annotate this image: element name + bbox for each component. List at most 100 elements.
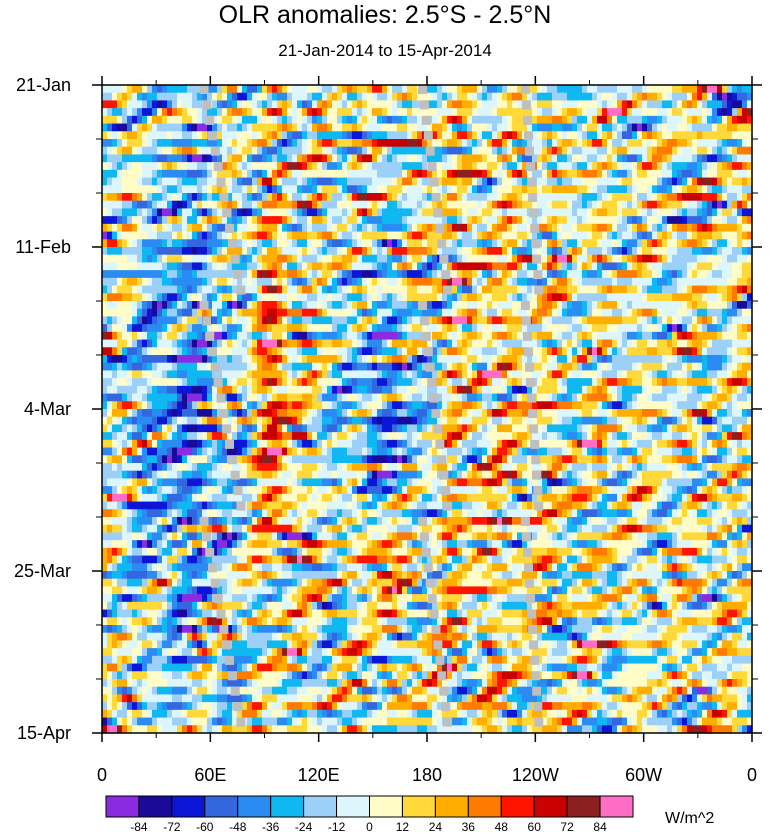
heat-cell xyxy=(652,247,658,256)
heat-cell xyxy=(242,301,248,310)
heat-cell xyxy=(552,154,558,163)
heat-cell xyxy=(287,324,293,333)
heat-cell xyxy=(537,115,543,125)
heat-cell xyxy=(347,355,353,364)
heat-cell xyxy=(307,185,313,194)
heat-cell xyxy=(627,316,633,325)
heat-cell xyxy=(622,347,628,356)
heat-cell xyxy=(407,169,413,179)
heat-cell xyxy=(177,123,183,132)
heat-cell xyxy=(672,324,678,333)
heat-cell xyxy=(432,200,438,210)
heat-cell xyxy=(687,339,693,348)
heat-cell xyxy=(432,247,438,256)
heat-cell xyxy=(657,115,663,125)
heat-cell xyxy=(552,139,558,148)
heat-cell xyxy=(457,277,463,287)
heat-cell xyxy=(342,277,348,287)
heat-cell xyxy=(162,316,168,325)
heat-cell xyxy=(582,301,588,310)
heat-cell xyxy=(397,177,403,186)
heat-cell xyxy=(597,362,603,372)
heat-cell xyxy=(632,362,638,372)
heat-cell xyxy=(397,355,403,364)
heat-cell xyxy=(552,239,558,248)
heat-cell xyxy=(352,362,358,372)
heat-cell xyxy=(272,208,278,217)
heat-cell xyxy=(392,308,398,318)
heat-cell xyxy=(502,370,508,379)
heat-cell xyxy=(147,200,153,210)
heat-cell xyxy=(322,331,328,341)
heat-cell xyxy=(532,115,538,125)
heat-cell xyxy=(482,185,488,194)
heat-cell xyxy=(477,277,483,287)
heat-cell xyxy=(152,378,158,387)
heat-cell xyxy=(247,293,253,302)
heat-cell xyxy=(322,285,328,294)
heat-cell xyxy=(512,324,518,333)
heat-cell xyxy=(387,216,393,225)
heat-cell xyxy=(517,123,523,132)
heat-cell xyxy=(237,139,243,148)
heat-cell xyxy=(187,324,193,333)
heat-cell xyxy=(447,308,453,318)
heat-cell xyxy=(747,247,753,256)
heat-cell xyxy=(412,262,418,271)
heat-cell xyxy=(102,154,108,163)
heat-cell xyxy=(587,324,593,333)
heat-cell xyxy=(717,108,723,117)
heat-cell xyxy=(712,339,718,348)
heat-cell xyxy=(332,139,338,148)
heat-cell xyxy=(517,146,523,156)
heat-cell xyxy=(557,308,563,318)
heat-cell xyxy=(577,146,583,156)
heat-cell xyxy=(172,200,178,210)
heat-cell xyxy=(497,370,503,379)
heat-cell xyxy=(522,285,528,294)
heat-cell xyxy=(272,177,278,186)
heat-cell xyxy=(492,193,498,202)
heat-cell xyxy=(302,293,308,302)
heat-cell xyxy=(692,301,698,310)
heat-cell xyxy=(577,200,583,210)
heat-cell xyxy=(317,285,323,294)
heat-cell xyxy=(447,277,453,287)
heat-cell xyxy=(422,154,428,163)
heat-cell xyxy=(352,347,358,356)
heat-cell xyxy=(272,108,278,117)
heat-cell xyxy=(157,100,163,109)
heat-cell xyxy=(227,146,233,156)
heat-cell xyxy=(102,293,108,302)
heat-cell xyxy=(322,92,328,102)
heat-cell xyxy=(572,85,578,94)
heat-cell xyxy=(107,316,113,325)
heat-cell xyxy=(242,146,248,156)
heat-cell xyxy=(137,169,143,179)
heat-cell xyxy=(547,262,553,271)
heat-cell xyxy=(542,200,548,210)
heat-cell xyxy=(652,131,658,140)
heat-cell xyxy=(242,239,248,248)
heat-cell xyxy=(612,162,618,171)
heat-cell xyxy=(382,193,388,202)
heat-cell xyxy=(642,355,648,364)
heat-cell xyxy=(587,277,593,287)
heat-cell xyxy=(727,339,733,348)
heat-cell xyxy=(407,162,413,171)
heat-cell xyxy=(217,185,223,194)
heat-cell xyxy=(597,100,603,109)
heat-cell xyxy=(137,239,143,248)
heat-cell xyxy=(482,362,488,372)
heat-cell xyxy=(467,177,473,186)
heat-cell xyxy=(187,308,193,318)
heat-cell xyxy=(492,285,498,294)
heat-cell xyxy=(192,339,198,348)
heat-cell xyxy=(342,131,348,140)
heat-cell xyxy=(477,308,483,318)
heat-cell xyxy=(537,231,543,240)
heat-cell xyxy=(462,154,468,163)
heat-cell xyxy=(597,262,603,271)
heat-cell xyxy=(262,331,268,341)
heat-cell xyxy=(382,123,388,132)
